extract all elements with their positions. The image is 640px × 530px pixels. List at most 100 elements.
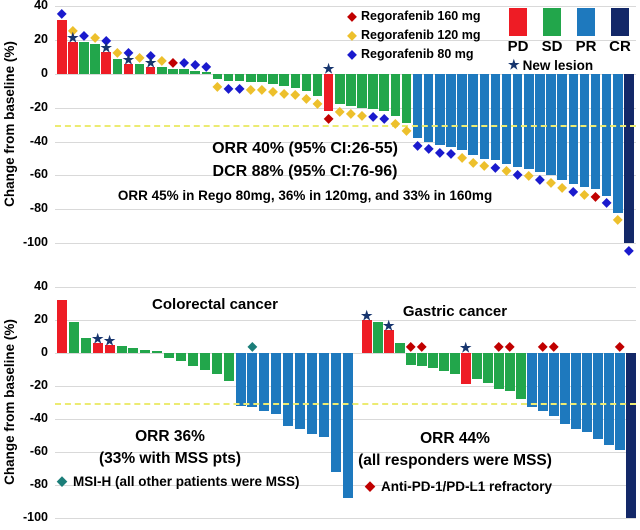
gridline (55, 209, 636, 210)
anti-pd1-diamond-icon: ◆ (365, 478, 375, 493)
orr-annotation: ORR 40% (95% CI:26-55) (212, 140, 398, 157)
bar-sd (483, 353, 493, 383)
bar-pr (604, 353, 614, 446)
new-lesion-star: ★ (91, 330, 104, 346)
bar-pd (461, 353, 471, 385)
bar-cr (624, 74, 634, 243)
bar-sd (134, 63, 145, 74)
dose-legend-label: Regorafenib 160 mg (361, 8, 481, 23)
orr-by-dose-annotation: ORR 45% in Rego 80mg, 36% in 120mg, and … (117, 188, 493, 203)
dose-diamond-120: ◆ (134, 50, 145, 65)
dose-diamond-120: ◆ (246, 82, 256, 97)
dose-diamond-120: ◆ (212, 78, 223, 93)
top-y-axis-label: Change from baseline (%) (2, 41, 17, 207)
bar-pr (560, 353, 570, 424)
bar-pr (295, 353, 305, 429)
dcr-annotation: DCR 88% (95% CI:76-96) (212, 163, 398, 180)
pd1-diamond: ◆ (538, 339, 548, 354)
pd1-diamond: ◆ (615, 339, 625, 354)
dose-diamond-80: ◆ (79, 28, 89, 43)
dose-diamond-80: ◆ (201, 58, 211, 73)
new-lesion-star: ★ (122, 51, 135, 67)
bar-sd (301, 74, 312, 91)
bar-pr (412, 74, 423, 139)
response-label: CR (609, 38, 631, 55)
response-swatch-sd (543, 8, 561, 36)
bar-sd (223, 74, 234, 81)
gridline (55, 6, 636, 7)
response-label: PR (575, 38, 597, 55)
bar-sd (199, 353, 210, 370)
bar-pd (68, 41, 78, 74)
colorectal-orr: ORR 36% (135, 428, 205, 445)
new-lesion-star-icon: ★ (508, 57, 520, 72)
bar-sd (279, 74, 289, 86)
dose-diamond-120: ◆ (279, 85, 289, 100)
bar-pd (104, 344, 115, 353)
dose-diamond-80: ◆ (568, 183, 578, 198)
dose-diamond-120: ◆ (257, 82, 267, 97)
gridline (55, 518, 636, 519)
new-lesion-star: ★ (360, 307, 373, 323)
y-tick-label: -100 (22, 510, 48, 524)
new-lesion-star: ★ (67, 29, 79, 45)
bar-pd (323, 74, 334, 112)
gridline (55, 74, 636, 75)
dose-diamond-120: ◆ (501, 163, 512, 178)
new-lesion-label: New lesion (522, 57, 594, 73)
dose-diamond-120: ◆ (68, 23, 78, 38)
bar-pr (501, 74, 512, 164)
bar-pr (590, 74, 601, 189)
bar-pd (101, 52, 111, 74)
bar-pr (512, 74, 523, 167)
bar-pr (259, 353, 270, 411)
bar-sd (201, 72, 212, 75)
gridline (55, 320, 636, 321)
dose-diamond-80: ◆ (624, 242, 634, 257)
response-label: SD (541, 38, 563, 55)
bar-sd (112, 58, 123, 74)
new-lesion-star: ★ (100, 39, 113, 55)
bar-sd (79, 41, 89, 74)
dose-diamond-80: ◆ (101, 33, 111, 48)
bar-sd (68, 321, 79, 353)
bar-pd (123, 63, 134, 74)
dose-diamond-120: ◆ (301, 90, 311, 105)
new-lesion-legend: ★ New lesion (508, 57, 593, 73)
bar-pr (568, 74, 579, 184)
anti-pd1-legend: ◆ Anti-PD-1/PD-L1 refractory (365, 478, 552, 494)
bar-sd (116, 346, 127, 353)
dose-diamond-icon: ◆ (347, 46, 357, 61)
bar-sd (212, 74, 223, 80)
bar-sd (246, 74, 256, 83)
bar-sd (401, 74, 412, 123)
dose-diamond-icon: ◆ (347, 8, 357, 23)
dose-diamond-120: ◆ (524, 168, 534, 183)
new-lesion-star: ★ (144, 55, 157, 70)
new-lesion-star: ★ (459, 340, 472, 356)
dose-diamond-120: ◆ (579, 186, 589, 201)
dose-diamond-80: ◆ (513, 166, 523, 181)
bar-pr (318, 353, 329, 438)
bar-sd (157, 67, 167, 74)
dose-diamond-80: ◆ (179, 55, 189, 70)
bar-sd (373, 321, 383, 353)
dose-diamond-120: ◆ (90, 29, 100, 44)
y-tick-label: -100 (22, 235, 48, 249)
bar-pr (342, 353, 353, 499)
dose-diamond-80: ◆ (123, 45, 134, 60)
bar-sd (346, 74, 356, 107)
bar-sd (290, 74, 301, 88)
y-tick-label: -20 (29, 100, 48, 114)
colorectal-orr-note: (33% with MSS pts) (98, 450, 242, 467)
dose-diamond-120: ◆ (346, 105, 356, 120)
bar-sd (406, 353, 416, 365)
bar-sd (357, 74, 367, 108)
pd1-diamond: ◆ (505, 339, 515, 354)
threshold-line (55, 125, 636, 127)
dose-diamond-80: ◆ (379, 110, 389, 125)
bar-pr (549, 353, 559, 416)
response-legend-item: CR (608, 8, 632, 55)
gridline (55, 108, 636, 109)
bar-sd (417, 353, 427, 367)
